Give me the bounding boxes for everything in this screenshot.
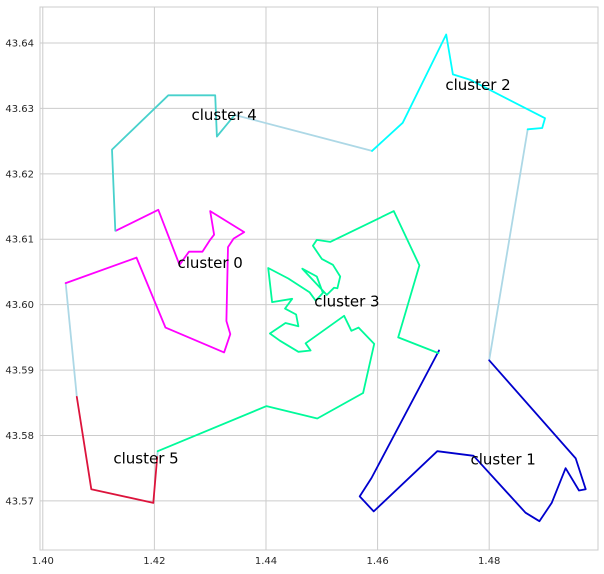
plot-frame (39, 6, 599, 551)
series-line-cluster-1 (358, 349, 587, 523)
series-line-cluster-3 (156, 210, 440, 453)
connector-line (156, 450, 159, 459)
series-line-cluster-2 (371, 33, 546, 152)
y-tick-label: 43.57 (5, 496, 34, 507)
series-line-cluster-0 (64, 208, 246, 354)
cluster-label: cluster 3 (314, 292, 379, 310)
cluster-label: cluster 0 (178, 254, 243, 272)
series-group (64, 33, 587, 523)
y-tick-label: 43.59 (5, 366, 34, 377)
x-tick-label: 1.44 (255, 556, 277, 567)
grid (40, 7, 598, 550)
connector-line (64, 282, 78, 398)
y-tick-label: 43.58 (5, 431, 34, 442)
y-tick-label: 43.63 (5, 104, 34, 115)
y-tick-label: 43.61 (5, 235, 34, 246)
y-tick-label: 43.64 (5, 38, 34, 49)
x-tick-label: 1.42 (143, 556, 165, 567)
x-tick-label: 1.40 (32, 556, 54, 567)
x-axis-ticks: 1.40 1.42 1.44 1.46 1.48 (32, 556, 501, 567)
y-tick-label: 43.62 (5, 169, 34, 180)
connectors (64, 114, 529, 459)
cluster-label: cluster 2 (445, 76, 510, 94)
cluster-labels: cluster 0 cluster 1 cluster 2 cluster 3 clus… (113, 76, 535, 469)
x-tick-label: 1.46 (366, 556, 388, 567)
connector-line (488, 128, 529, 362)
y-tick-label: 43.60 (5, 300, 34, 311)
connector-line (233, 114, 373, 152)
cluster-label: cluster 4 (191, 106, 256, 124)
x-tick-label: 1.48 (478, 556, 500, 567)
series-line-cluster-4 (111, 94, 236, 232)
cluster-label: cluster 5 (113, 449, 178, 467)
series-line-cluster-5 (75, 395, 159, 504)
y-axis-ticks: 43.57 43.58 43.59 43.60 43.61 43.62 43.63 43.64 (5, 38, 34, 507)
cluster-label: cluster 1 (470, 451, 535, 469)
